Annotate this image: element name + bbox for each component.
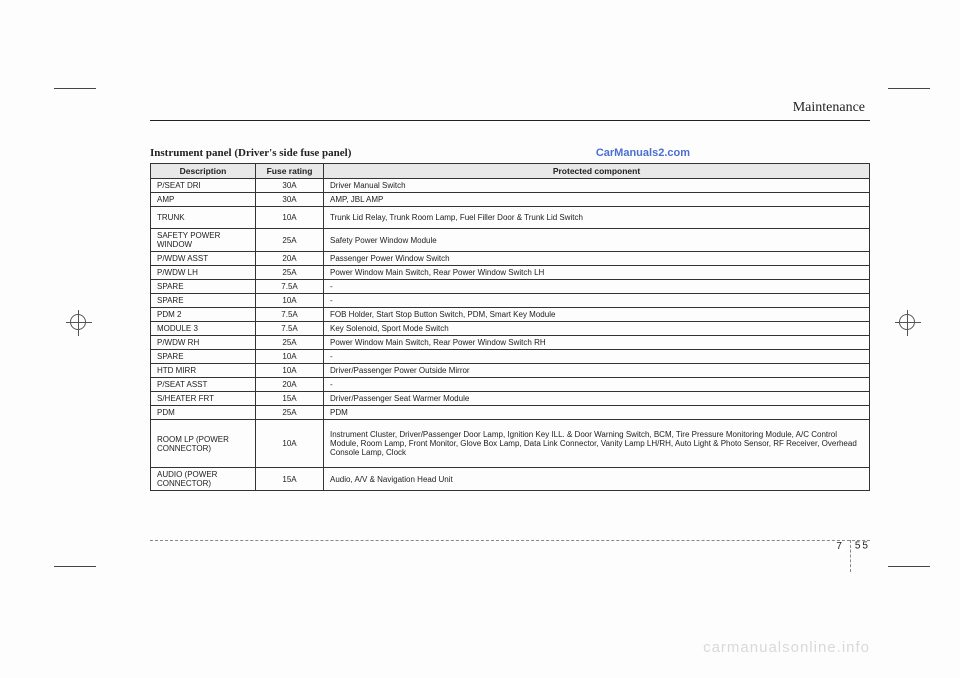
panel-title: Instrument panel (Driver's side fuse pan… — [150, 147, 351, 159]
cell-component: Safety Power Window Module — [324, 229, 870, 252]
cell-component: Passenger Power Window Switch — [324, 252, 870, 266]
cell-description: SAFETY POWER WINDOW — [151, 229, 256, 252]
table-row: S/HEATER FRT15ADriver/Passenger Seat War… — [151, 392, 870, 406]
section-header: Maintenance — [150, 100, 870, 121]
cell-rating: 20A — [256, 252, 324, 266]
table-row: AMP30AAMP, JBL AMP — [151, 193, 870, 207]
cell-rating: 10A — [256, 350, 324, 364]
cell-description: TRUNK — [151, 207, 256, 229]
cell-description: MODULE 3 — [151, 322, 256, 336]
cell-component: - — [324, 350, 870, 364]
source-watermark: CarManuals2.com — [596, 147, 690, 159]
col-fuse-rating: Fuse rating — [256, 164, 324, 179]
cell-rating: 15A — [256, 392, 324, 406]
table-row: P/WDW LH25APower Window Main Switch, Rea… — [151, 266, 870, 280]
fuse-table: Description Fuse rating Protected compon… — [150, 163, 870, 491]
cell-rating: 10A — [256, 364, 324, 378]
col-protected-component: Protected component — [324, 164, 870, 179]
cell-component: - — [324, 294, 870, 308]
cell-description: AUDIO (POWER CONNECTOR) — [151, 468, 256, 491]
crop-mark — [54, 88, 96, 89]
cell-rating: 7.5A — [256, 280, 324, 294]
table-header-row: Description Fuse rating Protected compon… — [151, 164, 870, 179]
table-row: MODULE 37.5AKey Solenoid, Sport Mode Swi… — [151, 322, 870, 336]
site-watermark: carmanualsonline.info — [703, 639, 870, 656]
cell-rating: 30A — [256, 193, 324, 207]
table-row: SPARE10A- — [151, 294, 870, 308]
table-row: ROOM LP (POWER CONNECTOR)10AInstrument C… — [151, 420, 870, 468]
cell-description: P/SEAT DRI — [151, 179, 256, 193]
cell-description: P/SEAT ASST — [151, 378, 256, 392]
page-num: 55 — [855, 541, 870, 552]
page-number: 7 55 — [834, 530, 870, 562]
cell-rating: 25A — [256, 229, 324, 252]
cell-component: PDM — [324, 406, 870, 420]
cell-description: P/WDW LH — [151, 266, 256, 280]
cell-rating: 10A — [256, 207, 324, 229]
chapter-number: 7 — [834, 541, 846, 552]
cell-description: SPARE — [151, 280, 256, 294]
cell-component: - — [324, 280, 870, 294]
cell-rating: 10A — [256, 420, 324, 468]
cell-component: FOB Holder, Start Stop Button Switch, PD… — [324, 308, 870, 322]
cell-component: Audio, A/V & Navigation Head Unit — [324, 468, 870, 491]
cell-component: Driver Manual Switch — [324, 179, 870, 193]
cell-component: Driver/Passenger Power Outside Mirror — [324, 364, 870, 378]
cell-component: Power Window Main Switch, Rear Power Win… — [324, 336, 870, 350]
cell-component: - — [324, 378, 870, 392]
cell-rating: 25A — [256, 336, 324, 350]
cell-rating: 30A — [256, 179, 324, 193]
cell-rating: 25A — [256, 406, 324, 420]
table-row: PDM25APDM — [151, 406, 870, 420]
cell-rating: 7.5A — [256, 322, 324, 336]
cell-rating: 15A — [256, 468, 324, 491]
registration-mark-icon — [899, 314, 915, 330]
cell-description: P/WDW ASST — [151, 252, 256, 266]
cell-description: PDM — [151, 406, 256, 420]
cell-rating: 7.5A — [256, 308, 324, 322]
table-row: P/WDW ASST20APassenger Power Window Swit… — [151, 252, 870, 266]
cell-description: SPARE — [151, 294, 256, 308]
cell-description: ROOM LP (POWER CONNECTOR) — [151, 420, 256, 468]
table-row: AUDIO (POWER CONNECTOR)15AAudio, A/V & N… — [151, 468, 870, 491]
cell-component: Trunk Lid Relay, Trunk Room Lamp, Fuel F… — [324, 207, 870, 229]
table-row: SPARE7.5A- — [151, 280, 870, 294]
crop-mark — [888, 88, 930, 89]
cell-rating: 25A — [256, 266, 324, 280]
cell-rating: 10A — [256, 294, 324, 308]
cell-component: AMP, JBL AMP — [324, 193, 870, 207]
table-row: P/SEAT ASST20A- — [151, 378, 870, 392]
cell-component: Power Window Main Switch, Rear Power Win… — [324, 266, 870, 280]
table-row: PDM 27.5AFOB Holder, Start Stop Button S… — [151, 308, 870, 322]
table-row: SPARE10A- — [151, 350, 870, 364]
cell-description: HTD MIRR — [151, 364, 256, 378]
page-content: Maintenance Instrument panel (Driver's s… — [150, 100, 870, 491]
table-row: P/WDW RH25APower Window Main Switch, Rea… — [151, 336, 870, 350]
cell-component: Key Solenoid, Sport Mode Switch — [324, 322, 870, 336]
registration-mark-icon — [70, 314, 86, 330]
table-row: HTD MIRR10ADriver/Passenger Power Outsid… — [151, 364, 870, 378]
table-row: SAFETY POWER WINDOW25ASafety Power Windo… — [151, 229, 870, 252]
crop-mark — [888, 566, 930, 567]
table-row: P/SEAT DRI30ADriver Manual Switch — [151, 179, 870, 193]
cell-component: Instrument Cluster, Driver/Passenger Doo… — [324, 420, 870, 468]
cell-description: PDM 2 — [151, 308, 256, 322]
title-row: Instrument panel (Driver's side fuse pan… — [150, 147, 870, 159]
crop-mark — [54, 566, 96, 567]
table-row: TRUNK10ATrunk Lid Relay, Trunk Room Lamp… — [151, 207, 870, 229]
cell-rating: 20A — [256, 378, 324, 392]
cell-description: AMP — [151, 193, 256, 207]
cell-component: Driver/Passenger Seat Warmer Module — [324, 392, 870, 406]
cell-description: S/HEATER FRT — [151, 392, 256, 406]
cell-description: P/WDW RH — [151, 336, 256, 350]
footer-divider — [150, 540, 870, 541]
col-description: Description — [151, 164, 256, 179]
cell-description: SPARE — [151, 350, 256, 364]
